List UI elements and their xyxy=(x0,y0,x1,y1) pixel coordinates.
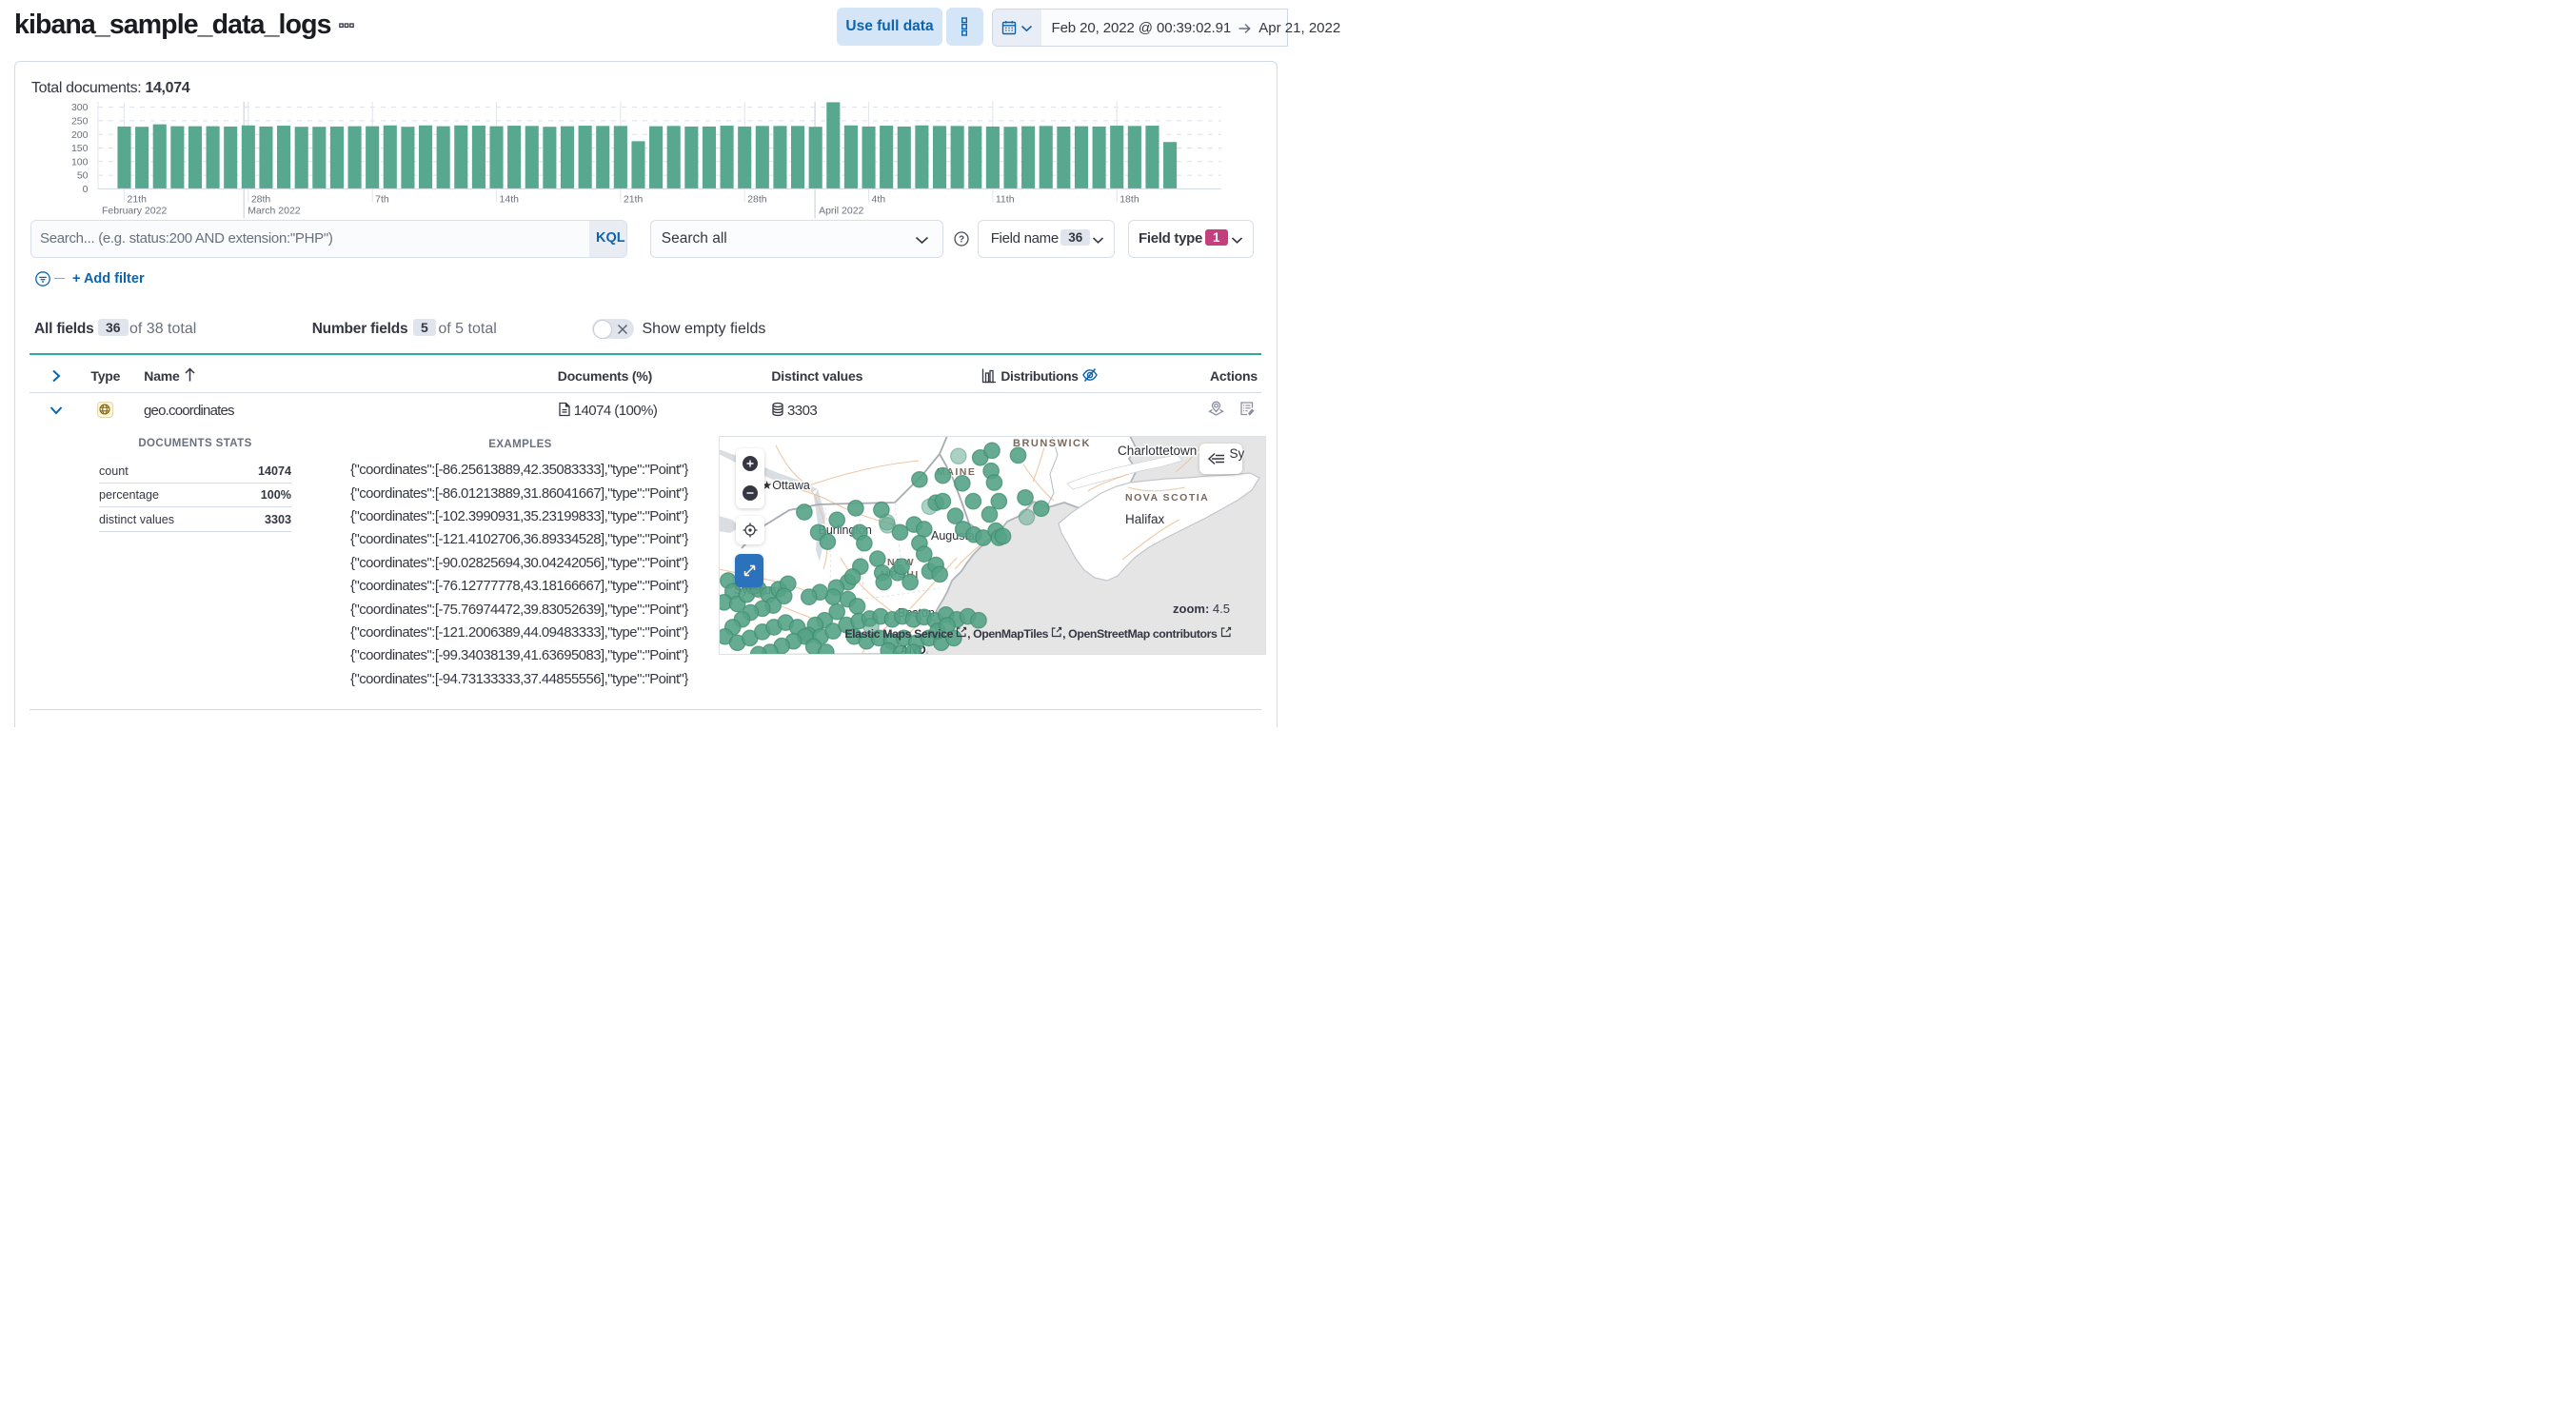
svg-text:200: 200 xyxy=(71,129,89,141)
svg-text:250: 250 xyxy=(71,116,89,128)
svg-text:?: ? xyxy=(959,235,964,246)
svg-text:March 2022: March 2022 xyxy=(248,206,301,217)
svg-text:0: 0 xyxy=(83,184,89,195)
svg-text:Charlottetown: Charlottetown xyxy=(1118,444,1197,458)
svg-text:150: 150 xyxy=(71,143,89,154)
svg-text:NOVA SCOTIA: NOVA SCOTIA xyxy=(1125,492,1209,504)
svg-text:7th: 7th xyxy=(375,194,389,206)
svg-text:28th: 28th xyxy=(747,194,767,206)
svg-text:11th: 11th xyxy=(996,194,1015,206)
svg-text:14th: 14th xyxy=(500,194,520,206)
svg-text:Halifax: Halifax xyxy=(1125,512,1165,526)
svg-text:April 2022: April 2022 xyxy=(819,206,863,217)
svg-text:BRUNSWICK: BRUNSWICK xyxy=(1013,438,1091,449)
svg-text:100: 100 xyxy=(71,156,89,168)
svg-text:50: 50 xyxy=(77,170,89,182)
svg-text:21th: 21th xyxy=(128,194,148,206)
svg-text:28th: 28th xyxy=(251,194,271,206)
svg-text:February 2022: February 2022 xyxy=(102,206,167,217)
svg-text:18th: 18th xyxy=(1120,194,1139,206)
svg-text:300: 300 xyxy=(71,102,89,113)
svg-text:21th: 21th xyxy=(624,194,644,206)
svg-text:★Ottawa: ★Ottawa xyxy=(762,479,810,492)
svg-text:4th: 4th xyxy=(872,194,886,206)
